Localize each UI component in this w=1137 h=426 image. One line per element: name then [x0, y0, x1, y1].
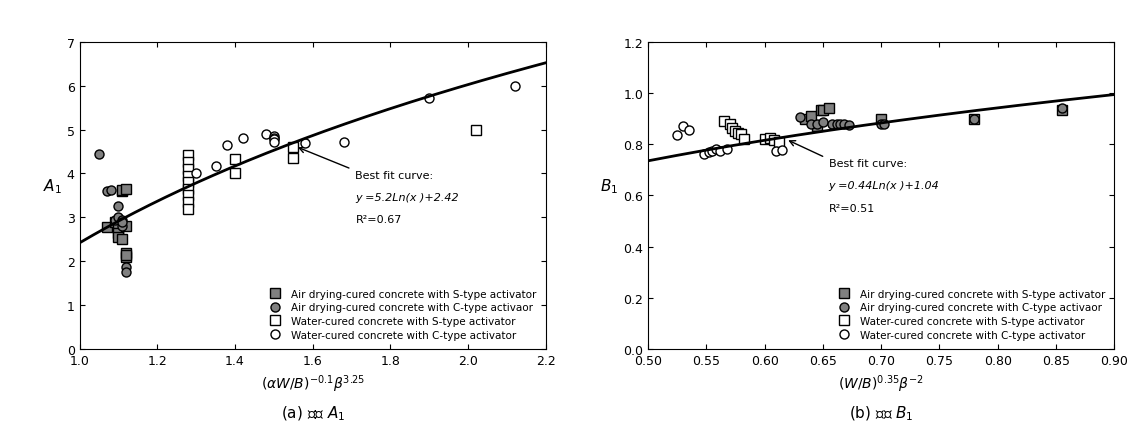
Text: (a) 상수 $A_1$: (a) 상수 $A_1$: [281, 403, 345, 422]
Text: (b) 상수 $B_1$: (b) 상수 $B_1$: [849, 403, 913, 422]
Y-axis label: $B_1$: $B_1$: [600, 177, 619, 196]
Text: Best fit curve:: Best fit curve:: [356, 170, 433, 181]
Text: R²=0.67: R²=0.67: [356, 215, 401, 225]
Legend: Air drying-cured concrete with S-type activator, Air drying-cured concrete with : Air drying-cured concrete with S-type ac…: [260, 285, 540, 344]
Text: y =0.44Ln(x )+1.04: y =0.44Ln(x )+1.04: [829, 181, 939, 191]
X-axis label: $(W/B)^{0.35}\beta^{-2}$: $(W/B)^{0.35}\beta^{-2}$: [838, 373, 924, 394]
Legend: Air drying-cured concrete with S-type activator, Air drying-cured concrete with : Air drying-cured concrete with S-type ac…: [829, 285, 1109, 344]
Text: Best fit curve:: Best fit curve:: [829, 159, 907, 169]
Y-axis label: $A_1$: $A_1$: [43, 177, 63, 196]
Text: y =5.2Ln(x )+2.42: y =5.2Ln(x )+2.42: [356, 193, 459, 203]
Text: R²=0.51: R²=0.51: [829, 203, 875, 213]
X-axis label: $(\alpha W/B)^{-0.1}\beta^{3.25}$: $(\alpha W/B)^{-0.1}\beta^{3.25}$: [260, 373, 365, 394]
